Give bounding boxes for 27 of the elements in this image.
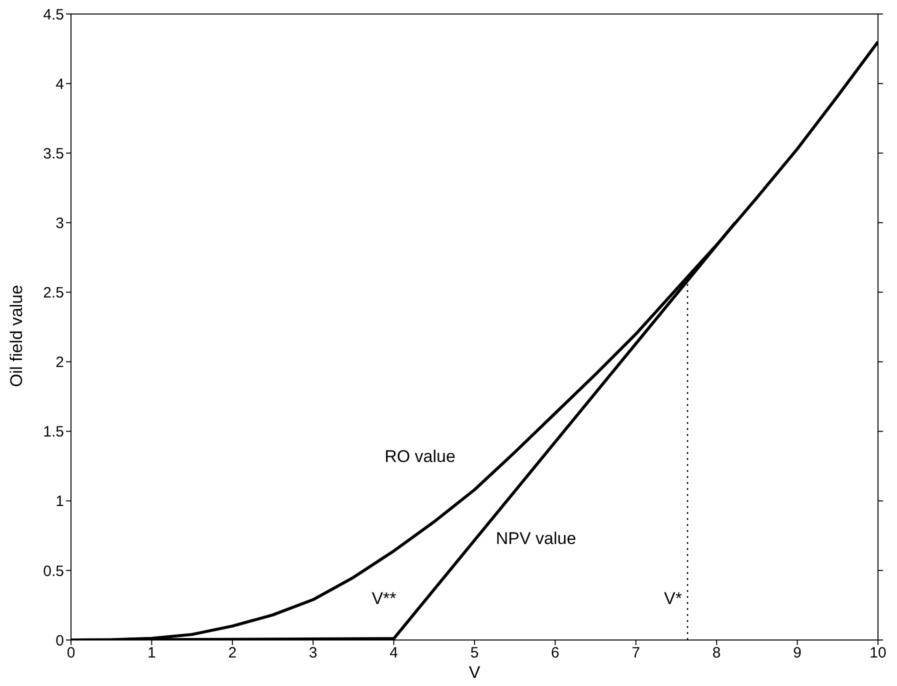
x-tick-label: 3 — [308, 644, 318, 662]
x-tick-label: 2 — [228, 644, 237, 662]
annotation: V** — [372, 589, 396, 609]
y-tick-label: 0.5 — [43, 562, 64, 580]
x-tick-label: 10 — [870, 644, 886, 662]
y-tick-label: 1 — [56, 493, 64, 510]
x-tick-label: 8 — [712, 644, 721, 662]
y-tick-label: 4.5 — [43, 6, 64, 24]
y-tick-label: 1.5 — [43, 424, 64, 441]
x-tick-label: 7 — [632, 644, 640, 662]
x-tick-label: 4 — [390, 644, 398, 662]
x-tick-label: 5 — [470, 644, 479, 662]
annotation: V* — [664, 589, 682, 609]
x-axis-title: V — [468, 663, 481, 682]
series-label: NPV value — [496, 529, 576, 549]
y-axis-title: Oil field value — [7, 284, 26, 387]
x-tick-label: 1 — [148, 644, 156, 662]
y-tick-label: 4 — [56, 76, 64, 93]
y-tick-label: 0 — [56, 632, 64, 650]
x-tick-label: 6 — [551, 644, 560, 662]
y-tick-label: 3 — [56, 214, 64, 232]
x-tick-label: 9 — [793, 644, 802, 662]
series-label: RO value — [384, 447, 456, 467]
x-tick-label: 0 — [66, 644, 76, 662]
y-tick-label: 2.5 — [43, 284, 64, 302]
y-tick-label: 3.5 — [43, 145, 64, 162]
y-tick-label: 2 — [56, 354, 64, 372]
